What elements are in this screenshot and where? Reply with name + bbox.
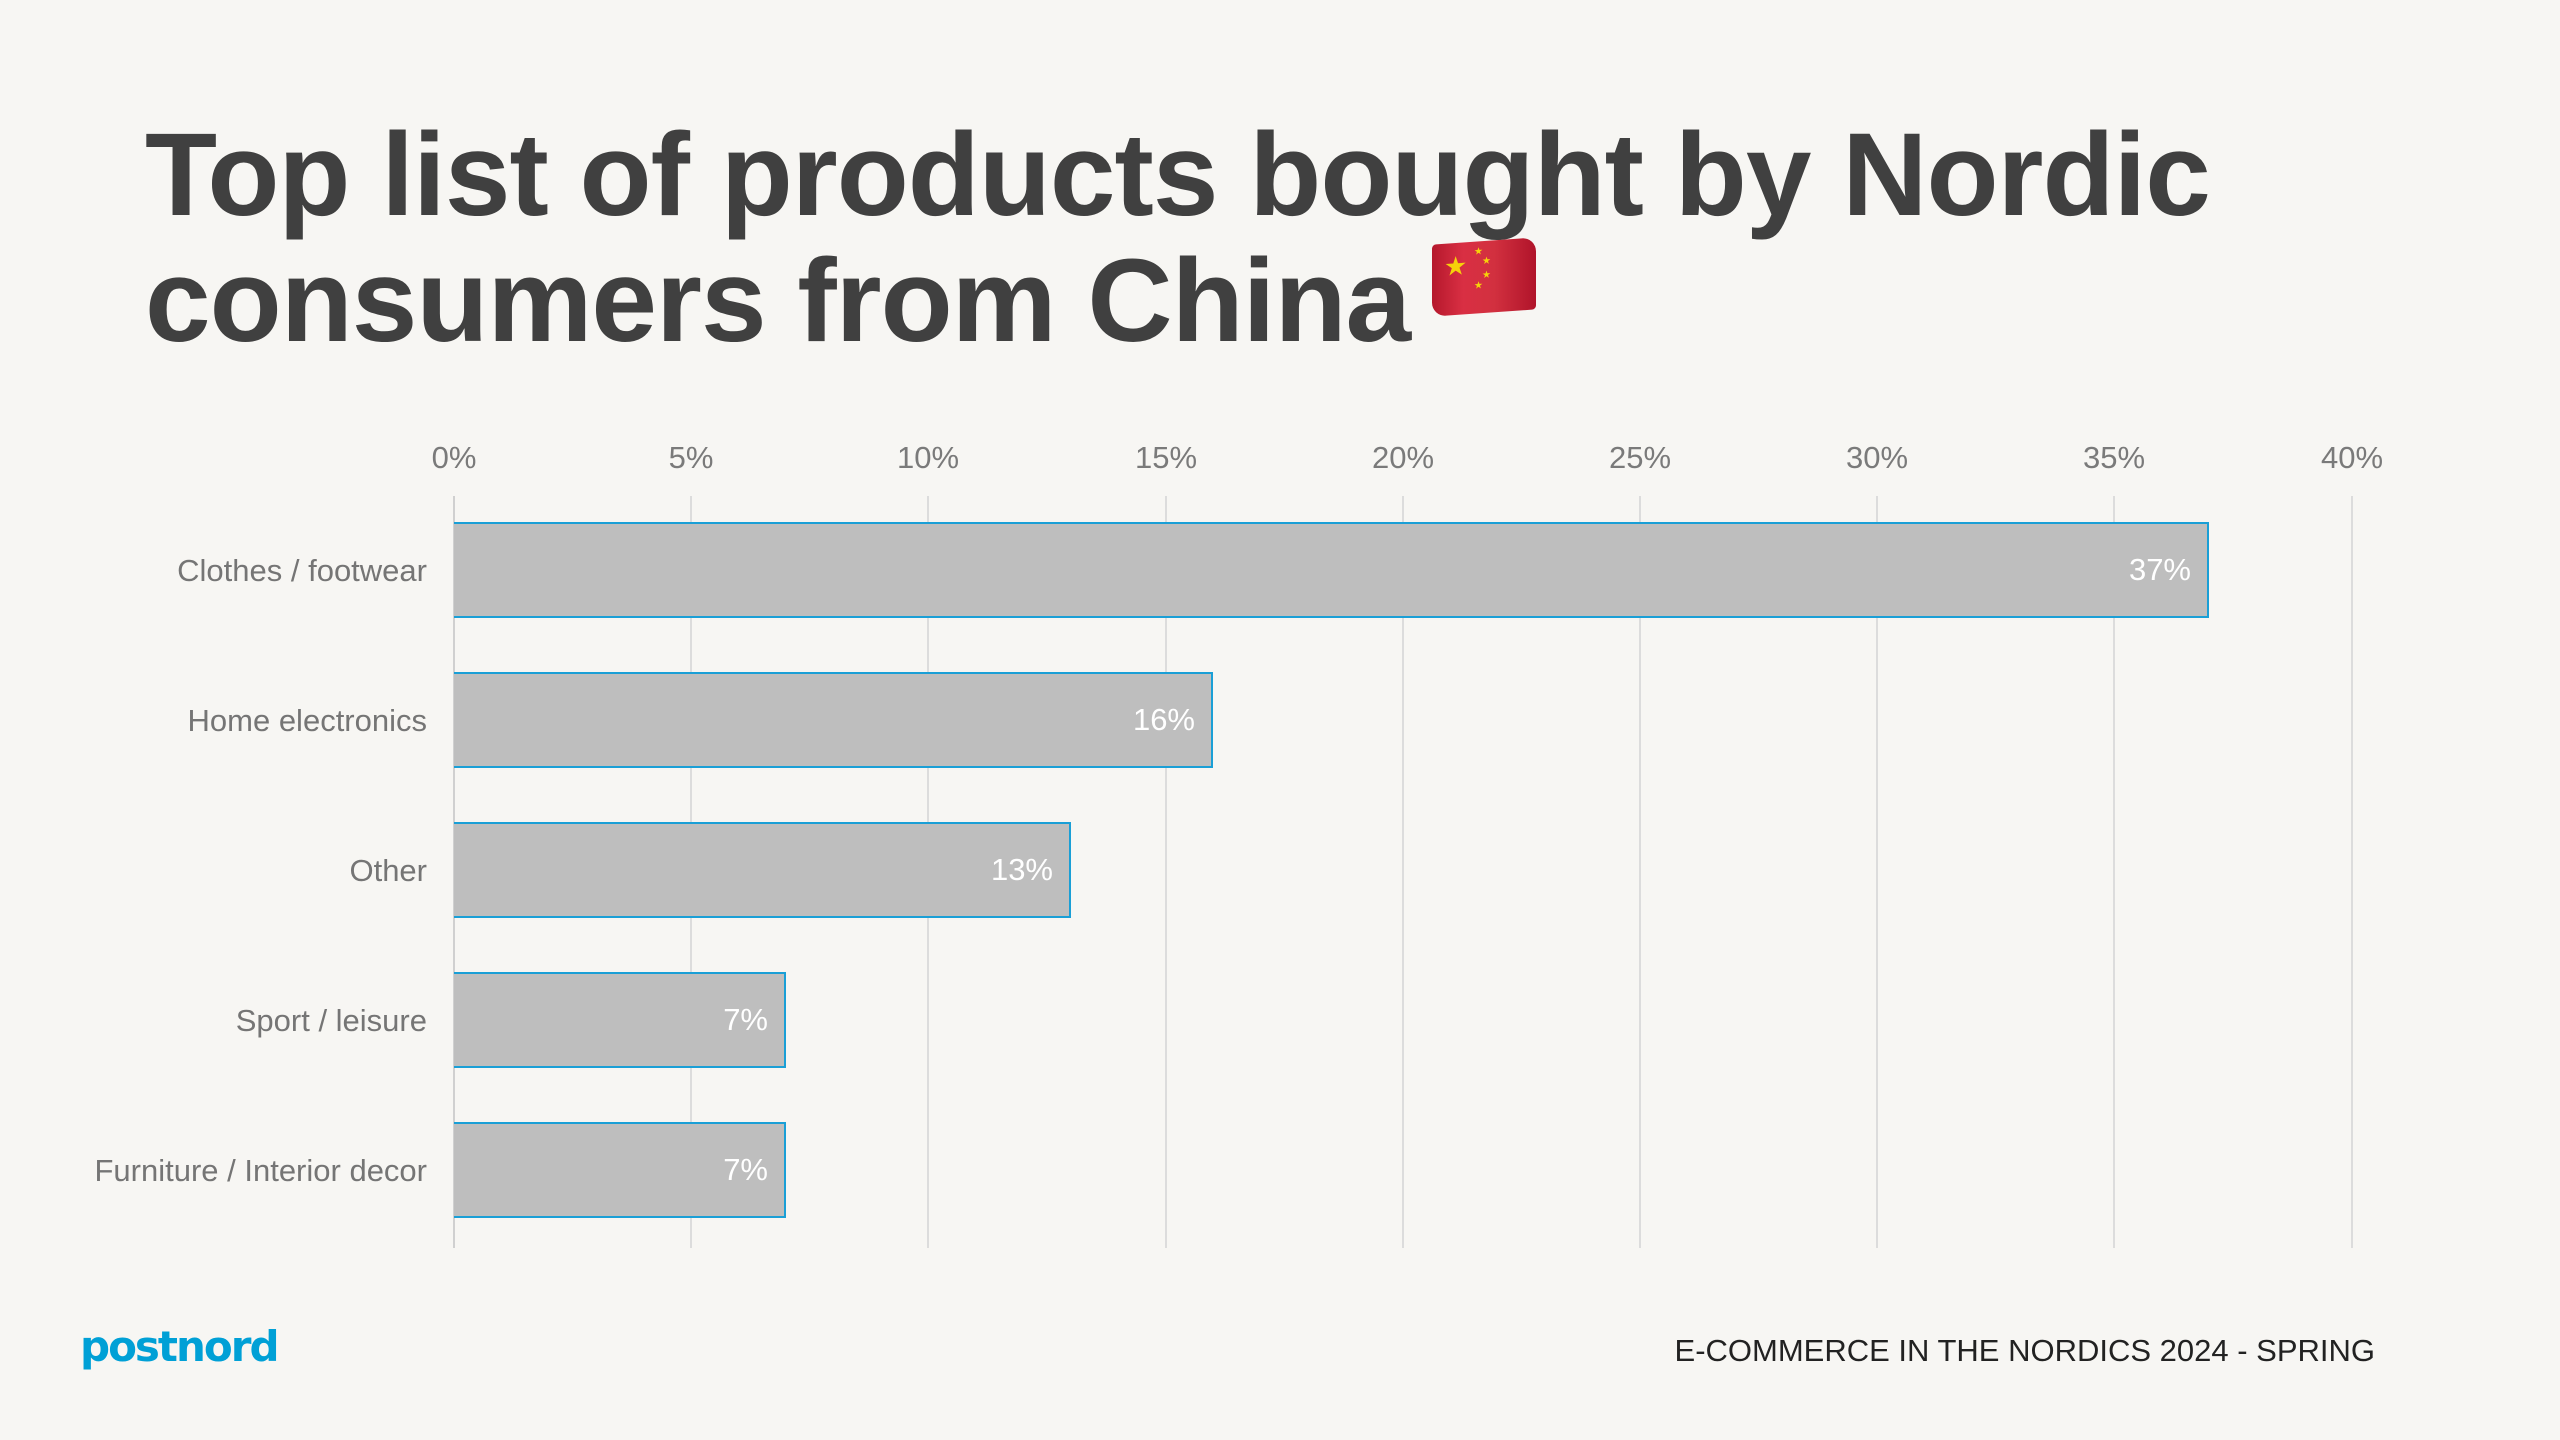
x-tick-label: 25% <box>1608 440 1672 475</box>
bar-value-label: 13% <box>990 852 1053 887</box>
bar-value-label: 7% <box>723 1002 768 1037</box>
gridline-35 <box>2113 496 2115 1248</box>
x-tick-label: 20% <box>1371 440 1435 475</box>
bar-value-label: 37% <box>2128 552 2191 587</box>
bar-value-label: 7% <box>723 1152 768 1187</box>
postnord-logo: postnord <box>80 1322 280 1371</box>
footer-text: E-COMMERCE IN THE NORDICS 2024 - SPRING <box>1674 1333 2375 1368</box>
category-label: Other <box>349 853 427 888</box>
category-label: Clothes / footwear <box>177 553 427 588</box>
x-tick-label: 35% <box>2082 440 2146 475</box>
bar-clothes-footwear: 37% <box>454 522 2209 618</box>
category-label: Home electronics <box>187 703 427 738</box>
x-tick-label: 5% <box>668 440 714 475</box>
category-label: Furniture / Interior decor <box>94 1153 427 1188</box>
gridline-15 <box>1165 496 1167 1248</box>
gridline-25 <box>1639 496 1641 1248</box>
bar-value-label: 16% <box>1132 702 1195 737</box>
bar-home-electronics: 16% <box>454 672 1213 768</box>
x-tick-label: 0% <box>431 440 477 475</box>
category-label: Sport / leisure <box>235 1003 427 1038</box>
x-tick-label: 40% <box>2320 440 2384 475</box>
x-tick-label: 15% <box>1134 440 1198 475</box>
bar-sport-leisure: 7% <box>454 972 786 1068</box>
bar-furniture-interior-decor: 7% <box>454 1122 786 1218</box>
x-tick-label: 30% <box>1845 440 1909 475</box>
bar-other: 13% <box>454 822 1071 918</box>
gridline-20 <box>1402 496 1404 1248</box>
slide-title: Top list of products bought by Nordic co… <box>145 112 2445 364</box>
slide-title-text: Top list of products bought by Nordic co… <box>145 109 2211 367</box>
gridline-40 <box>2351 496 2353 1248</box>
x-tick-label: 10% <box>896 440 960 475</box>
gridline-30 <box>1876 496 1878 1248</box>
